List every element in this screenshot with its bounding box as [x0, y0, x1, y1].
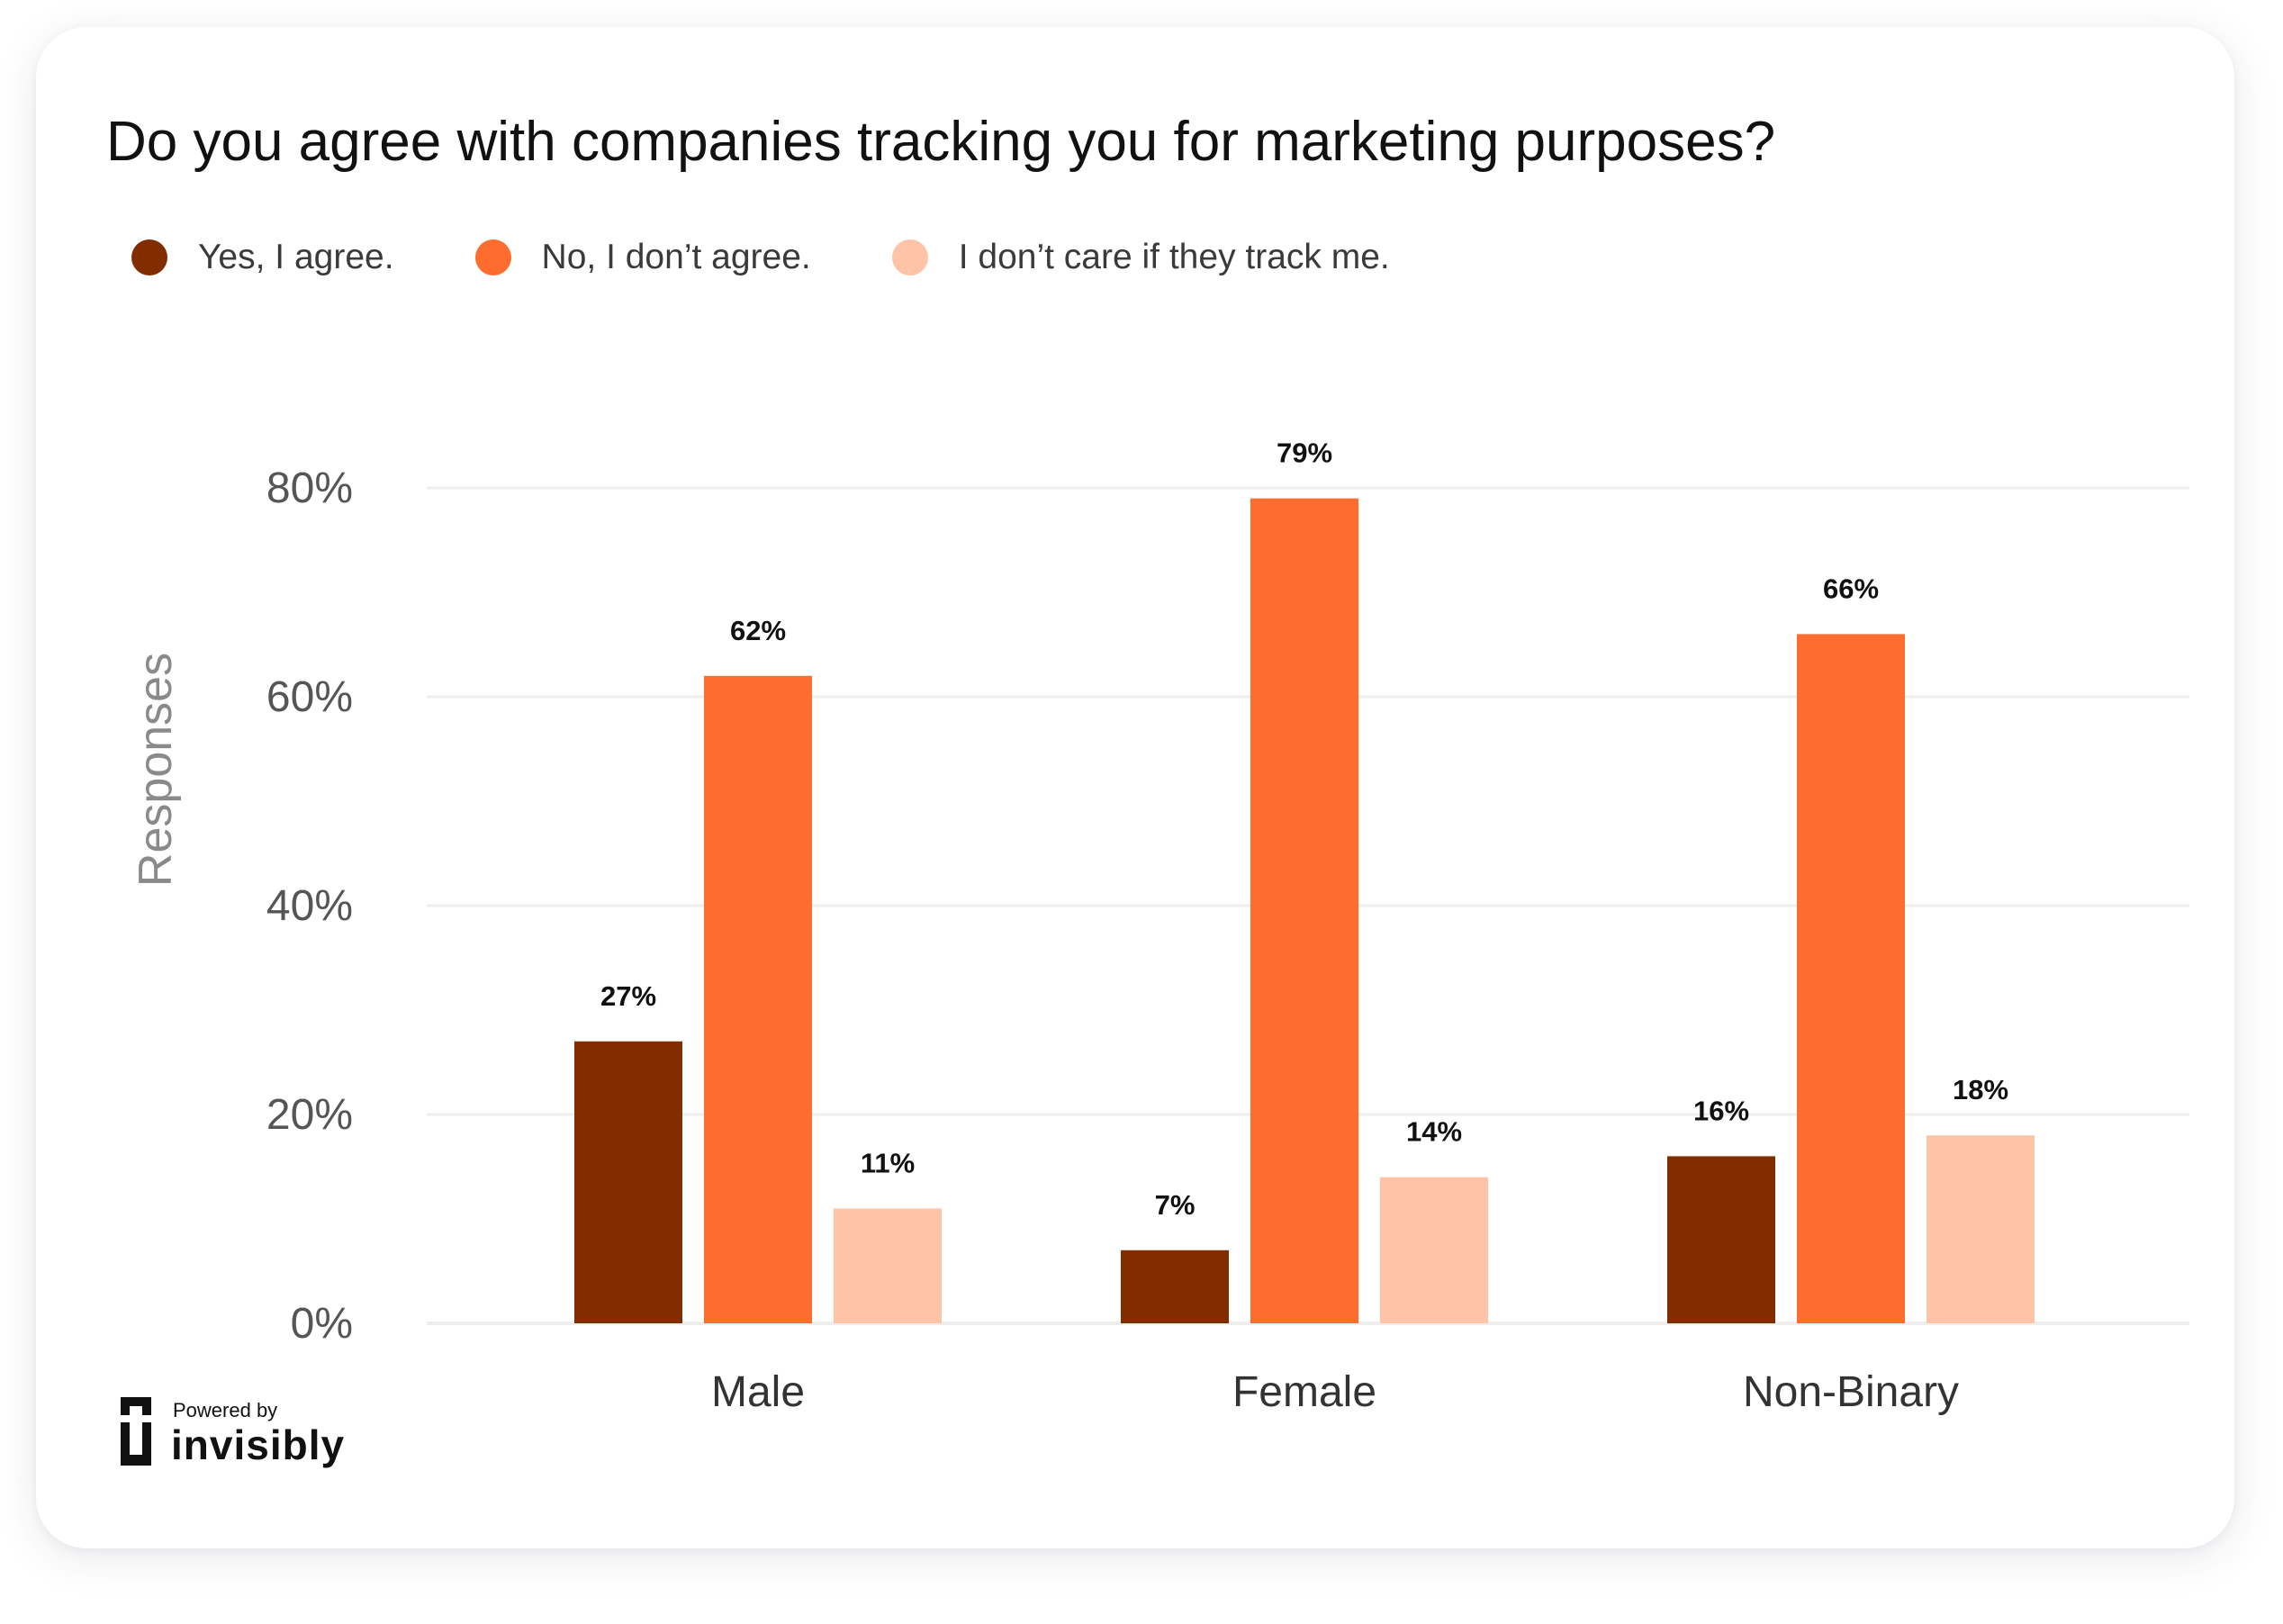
bar-value-label: 66%	[1823, 573, 1879, 604]
legend-label-yes: Yes, I agree.	[198, 238, 394, 276]
bar-value-label: 79%	[1277, 438, 1332, 469]
bar-value-label: 18%	[1953, 1074, 2008, 1105]
brand-name: invisibly	[171, 1421, 346, 1468]
chart-legend: Yes, I agree. No, I don’t agree. I don’t…	[131, 230, 1471, 284]
bar-value-label: 11%	[861, 1147, 915, 1178]
bar-value-label: 14%	[1406, 1116, 1462, 1148]
bar	[704, 675, 812, 1323]
legend-label-dont-care: I don’t care if they track me.	[958, 238, 1390, 276]
bar-value-label: 16%	[1693, 1095, 1749, 1126]
chart-title: Do you agree with companies tracking you…	[106, 111, 1776, 173]
bar-value-label: 7%	[1155, 1189, 1196, 1221]
legend-item-yes[interactable]: Yes, I agree.	[131, 238, 394, 277]
x-category-label: Non-Binary	[1743, 1368, 1959, 1416]
bar	[1667, 1156, 1775, 1323]
bar	[1250, 498, 1358, 1323]
y-tick-label: 40%	[266, 882, 353, 930]
bar	[1121, 1250, 1229, 1323]
bar	[1797, 634, 1905, 1323]
legend-dot-dont-care	[891, 239, 928, 275]
legend-item-dont-care[interactable]: I don’t care if they track me.	[891, 238, 1390, 277]
y-tick-label: 0%	[291, 1300, 353, 1348]
bar-value-label: 62%	[730, 615, 786, 646]
y-tick-label: 80%	[266, 465, 353, 512]
bar	[1927, 1135, 2035, 1323]
x-category-label: Female	[1232, 1368, 1376, 1416]
invisibly-logo-icon	[121, 1397, 151, 1466]
x-category-label: Male	[711, 1368, 805, 1416]
bar	[834, 1208, 942, 1323]
legend-label-no: No, I don’t agree.	[541, 238, 811, 276]
powered-by-text: Powered by	[173, 1399, 278, 1421]
legend-dot-yes	[131, 239, 167, 275]
powered-by-badge[interactable]: Powered by invisibly	[121, 1397, 373, 1469]
bar	[1380, 1177, 1488, 1323]
legend-dot-no	[474, 239, 511, 275]
y-tick-label: 60%	[266, 673, 353, 721]
bar-value-label: 27%	[600, 980, 656, 1012]
y-tick-label: 20%	[266, 1091, 353, 1139]
bar	[574, 1041, 682, 1323]
y-axis-title: Responses	[130, 653, 182, 887]
legend-item-no[interactable]: No, I don’t agree.	[474, 238, 811, 277]
